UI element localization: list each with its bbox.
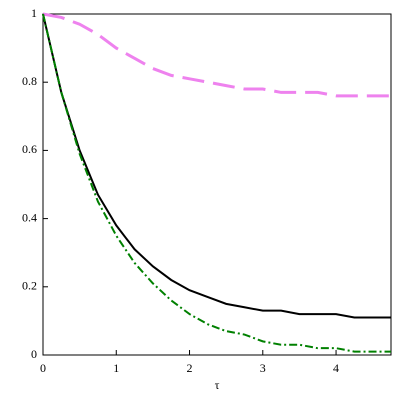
x-tick-label: 4 bbox=[333, 361, 339, 375]
series-line bbox=[42, 13, 391, 319]
series-line bbox=[42, 12, 391, 98]
plot-frame bbox=[42, 13, 392, 356]
x-axis-label: τ bbox=[215, 378, 220, 392]
x-tick-label: 0 bbox=[40, 361, 46, 375]
y-tick-label: 0.4 bbox=[22, 210, 37, 224]
y-tick-label: 1 bbox=[31, 6, 37, 20]
x-tick-label: 1 bbox=[113, 361, 119, 375]
x-tick-label: 2 bbox=[187, 361, 193, 375]
y-tick-label: 0.6 bbox=[22, 142, 37, 156]
y-tick-label: 0.2 bbox=[22, 279, 37, 293]
y-tick-label: 0.8 bbox=[22, 74, 37, 88]
y-tick-label: 0 bbox=[31, 347, 37, 361]
x-tick-label: 3 bbox=[260, 361, 266, 375]
series-line bbox=[42, 13, 391, 353]
